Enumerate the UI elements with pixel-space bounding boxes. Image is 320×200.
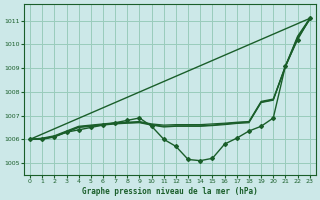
X-axis label: Graphe pression niveau de la mer (hPa): Graphe pression niveau de la mer (hPa) — [82, 187, 258, 196]
